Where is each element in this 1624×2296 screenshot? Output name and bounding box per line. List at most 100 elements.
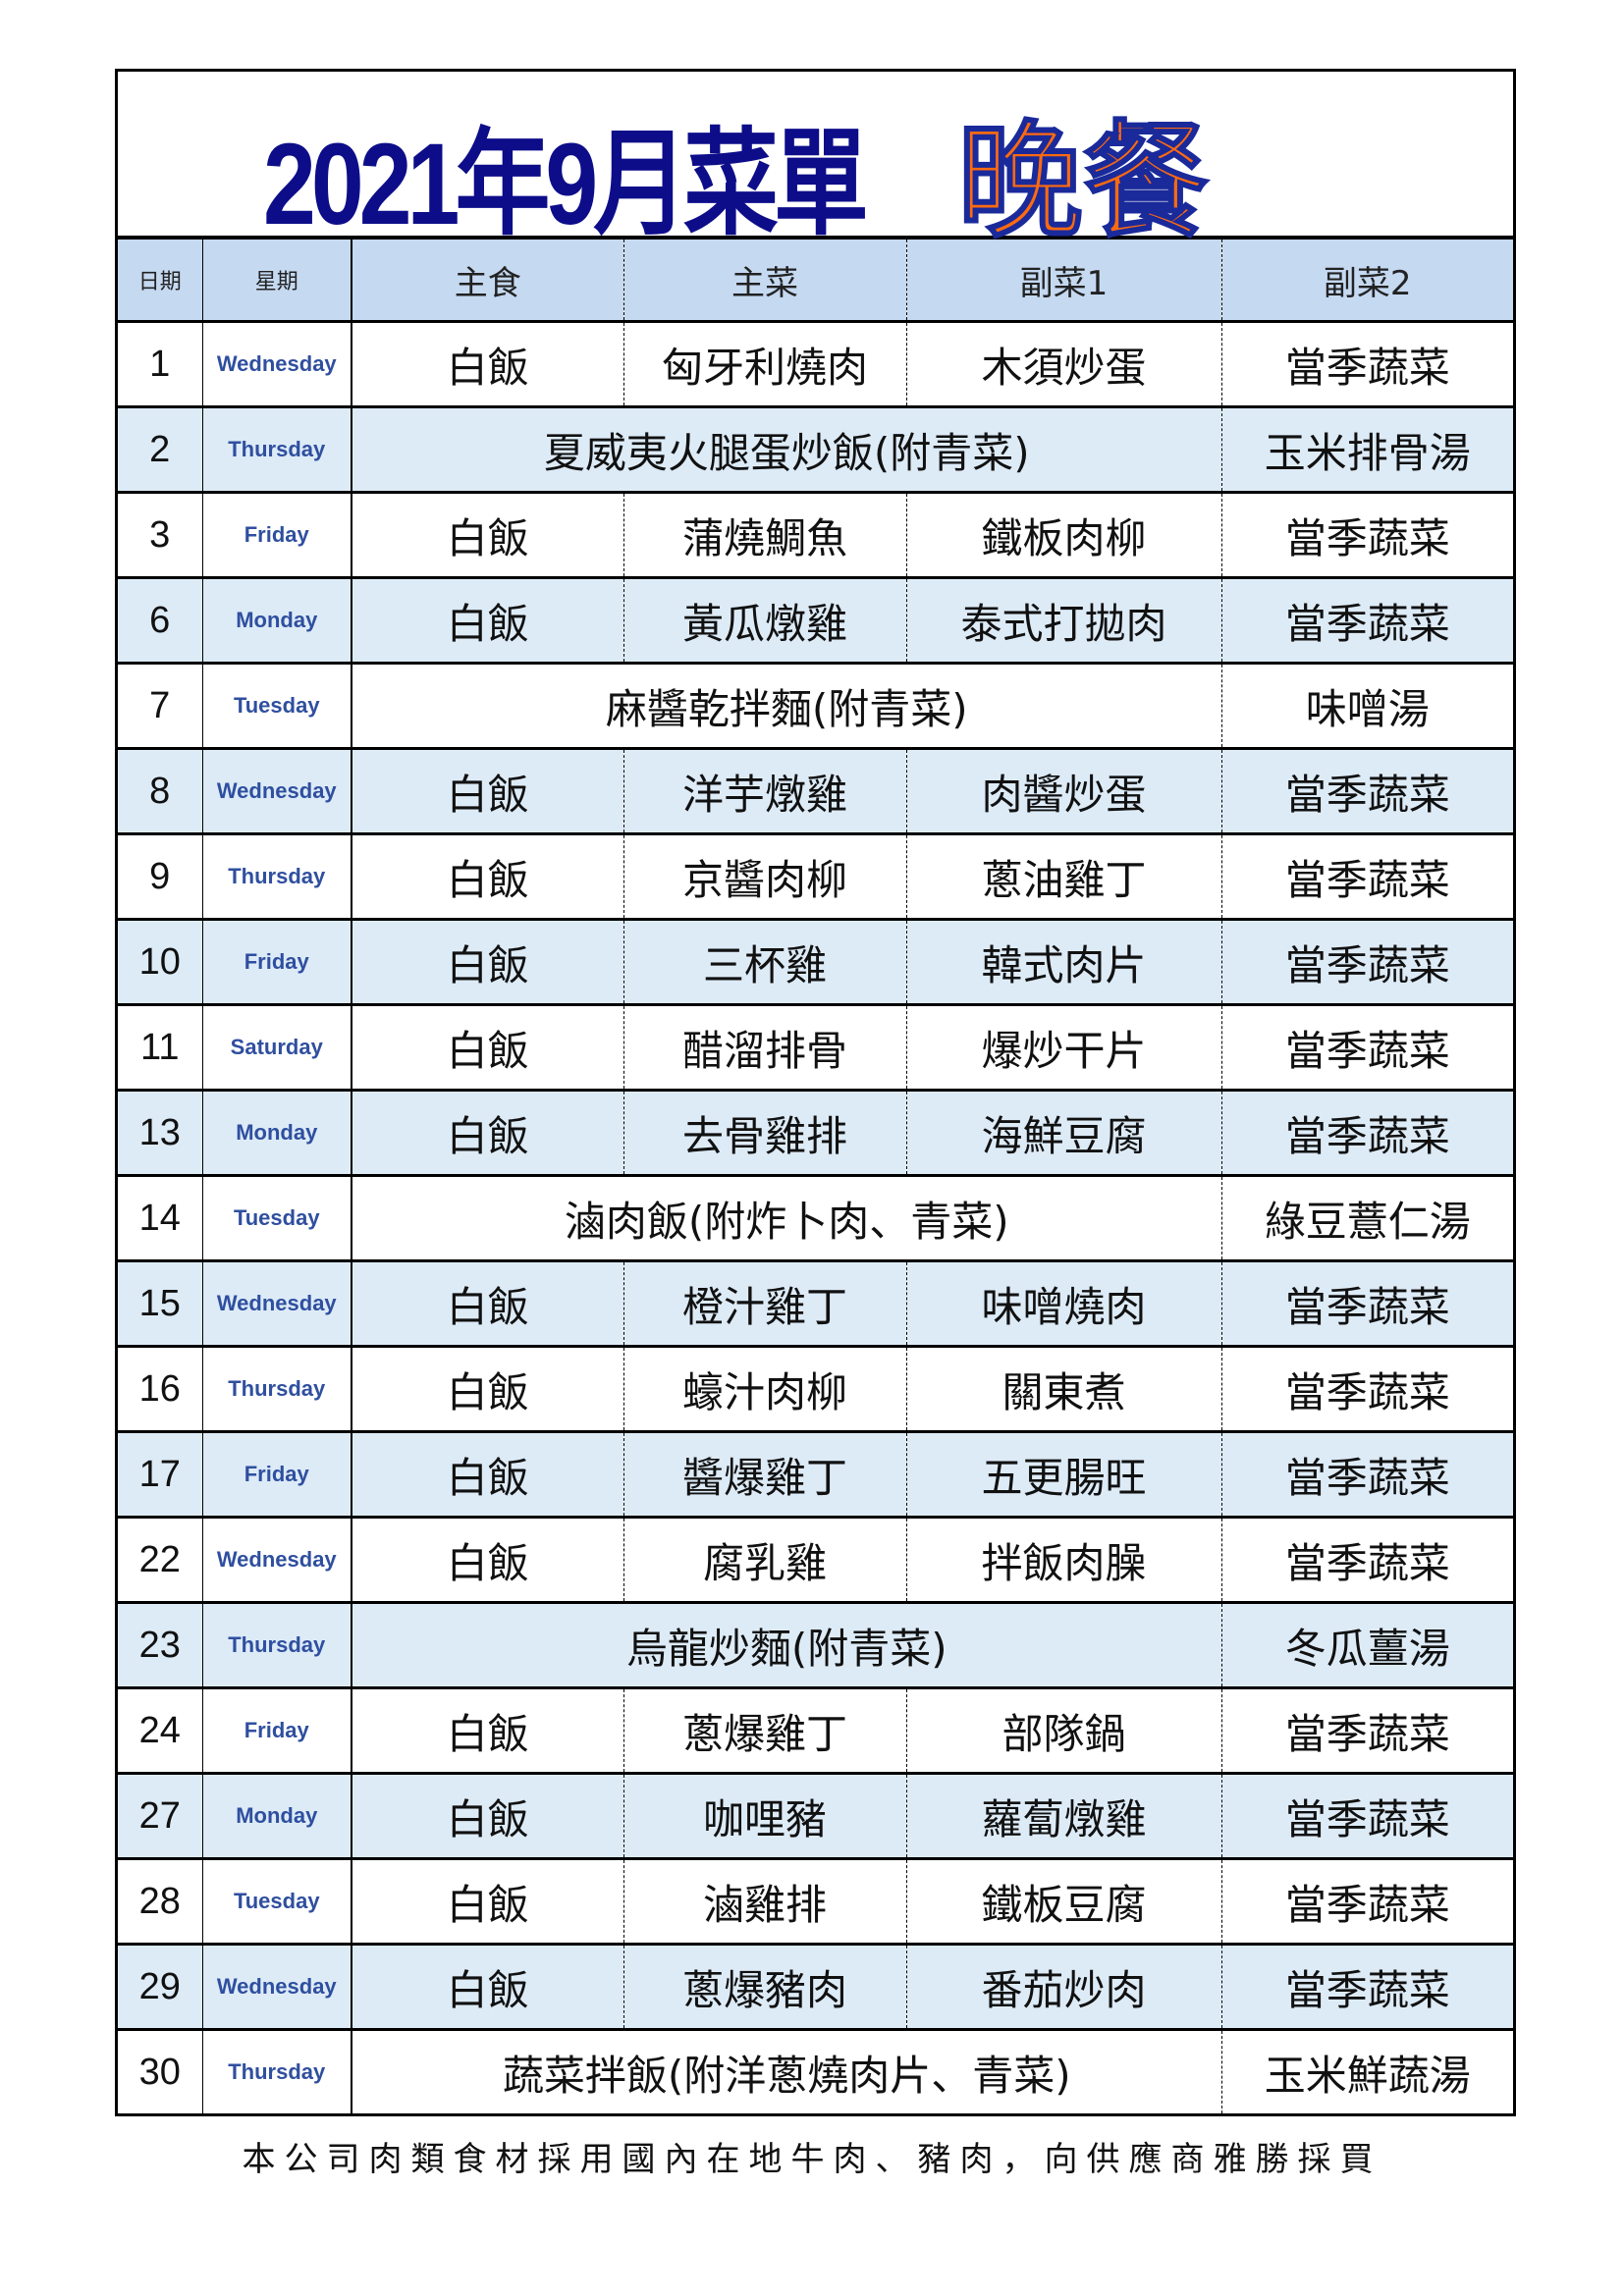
main-dish-cell: 橙汁雞丁	[623, 1259, 907, 1347]
side1-cell: 鐵板肉柳	[906, 491, 1222, 578]
menu-sheet: 2021年9月菜單 晚餐 日期 星期 主食 主菜 副菜1 副菜2 1 Wednes…	[115, 69, 1516, 2116]
side2-cell: 當季蔬菜	[1221, 576, 1513, 664]
staple-cell: 白飯	[352, 1003, 624, 1091]
side2-cell: 當季蔬菜	[1221, 491, 1513, 578]
side2-cell: 當季蔬菜	[1221, 918, 1513, 1005]
footer-note: 本公司肉類食材採用國內在地牛肉、豬肉，向供應商雅勝採買	[242, 2140, 1382, 2179]
side1-cell: 味噌燒肉	[906, 1259, 1222, 1347]
date-cell: 22	[118, 1516, 203, 1603]
main-dish-cell: 去骨雞排	[623, 1089, 907, 1176]
date-cell: 2	[118, 405, 203, 493]
side1-cell: 木須炒蛋	[906, 320, 1222, 407]
side2-cell: 當季蔬菜	[1221, 1857, 1513, 1945]
weekday-cell: Tuesday	[202, 1174, 352, 1261]
date-cell: 14	[118, 1174, 203, 1261]
date-cell: 3	[118, 491, 203, 578]
side2-cell: 當季蔬菜	[1221, 320, 1513, 407]
side2-cell: 當季蔬菜	[1221, 1259, 1513, 1347]
side2-cell: 綠豆薏仁湯	[1221, 1174, 1513, 1261]
combined-meal-cell: 滷肉飯(附炸卜肉、青菜)	[352, 1174, 1222, 1261]
side2-cell: 玉米排骨湯	[1221, 405, 1513, 493]
main-dish-cell: 京醬肉柳	[623, 832, 907, 920]
table-row: 3 Friday 白飯 蒲燒鯛魚 鐵板肉柳 當季蔬菜	[118, 491, 1513, 578]
weekday-cell: Saturday	[202, 1003, 352, 1091]
staple-cell: 白飯	[352, 832, 624, 920]
table-row: 7 Tuesday 麻醬乾拌麵(附青菜) 味噌湯	[118, 662, 1513, 749]
main-dish-cell: 蔥爆雞丁	[623, 1686, 907, 1774]
combined-meal-cell: 烏龍炒麵(附青菜)	[352, 1601, 1222, 1688]
weekday-cell: Thursday	[202, 405, 352, 493]
table-row: 1 Wednesday 白飯 匈牙利燒肉 木須炒蛋 當季蔬菜	[118, 320, 1513, 407]
side2-cell: 當季蔬菜	[1221, 1003, 1513, 1091]
side2-cell: 冬瓜薑湯	[1221, 1601, 1513, 1688]
side1-cell: 關東煮	[906, 1345, 1222, 1432]
side1-cell: 肉醬炒蛋	[906, 747, 1222, 834]
table-row: 6 Monday 白飯 黃瓜燉雞 泰式打拋肉 當季蔬菜	[118, 576, 1513, 664]
header-side2: 副菜2	[1221, 240, 1513, 322]
date-cell: 15	[118, 1259, 203, 1347]
weekday-cell: Monday	[202, 1772, 352, 1859]
side1-cell: 拌飯肉臊	[906, 1516, 1222, 1603]
table-row: 10 Friday 白飯 三杯雞 韓式肉片 當季蔬菜	[118, 918, 1513, 1005]
table-row: 13 Monday 白飯 去骨雞排 海鮮豆腐 當季蔬菜	[118, 1089, 1513, 1176]
header-side1: 副菜1	[906, 240, 1222, 322]
staple-cell: 白飯	[352, 1772, 624, 1859]
main-dish-cell: 洋芋燉雞	[623, 747, 907, 834]
main-dish-cell: 黃瓜燉雞	[623, 576, 907, 664]
header-staple: 主食	[352, 240, 624, 322]
main-dish-cell: 匈牙利燒肉	[623, 320, 907, 407]
date-cell: 23	[118, 1601, 203, 1688]
date-cell: 29	[118, 1943, 203, 2030]
side2-cell: 當季蔬菜	[1221, 832, 1513, 920]
side1-cell: 海鮮豆腐	[906, 1089, 1222, 1176]
table-row: 2 Thursday 夏威夷火腿蛋炒飯(附青菜) 玉米排骨湯	[118, 405, 1513, 493]
staple-cell: 白飯	[352, 1857, 624, 1945]
table-row: 24 Friday 白飯 蔥爆雞丁 部隊鍋 當季蔬菜	[118, 1686, 1513, 1774]
side1-cell: 韓式肉片	[906, 918, 1222, 1005]
table-row: 16 Thursday 白飯 蠔汁肉柳 關東煮 當季蔬菜	[118, 1345, 1513, 1432]
weekday-cell: Wednesday	[202, 1516, 352, 1603]
date-cell: 27	[118, 1772, 203, 1859]
date-cell: 17	[118, 1430, 203, 1518]
staple-cell: 白飯	[352, 491, 624, 578]
staple-cell: 白飯	[352, 320, 624, 407]
staple-cell: 白飯	[352, 918, 624, 1005]
side2-cell: 當季蔬菜	[1221, 1943, 1513, 2030]
side2-cell: 當季蔬菜	[1221, 1516, 1513, 1603]
staple-cell: 白飯	[352, 1943, 624, 2030]
weekday-cell: Wednesday	[202, 747, 352, 834]
header-main-dish: 主菜	[623, 240, 907, 322]
side1-cell: 蔥油雞丁	[906, 832, 1222, 920]
table-row: 11 Saturday 白飯 醋溜排骨 爆炒干片 當季蔬菜	[118, 1003, 1513, 1091]
main-dish-cell: 咖哩豬	[623, 1772, 907, 1859]
weekday-cell: Wednesday	[202, 1259, 352, 1347]
menu-table: 日期 星期 主食 主菜 副菜1 副菜2 1 Wednesday 白飯 匈牙利燒肉 木須炒…	[118, 240, 1513, 2113]
side1-cell: 泰式打拋肉	[906, 576, 1222, 664]
combined-meal-cell: 麻醬乾拌麵(附青菜)	[352, 662, 1222, 749]
staple-cell: 白飯	[352, 747, 624, 834]
menu-title: 2021年9月菜單	[263, 120, 869, 249]
main-dish-cell: 三杯雞	[623, 918, 907, 1005]
weekday-cell: Monday	[202, 576, 352, 664]
date-cell: 30	[118, 2028, 203, 2113]
combined-meal-cell: 蔬菜拌飯(附洋蔥燒肉片、青菜)	[352, 2028, 1222, 2113]
weekday-cell: Friday	[202, 918, 352, 1005]
meal-title: 晚餐	[956, 111, 1210, 253]
staple-cell: 白飯	[352, 1089, 624, 1176]
main-dish-cell: 蠔汁肉柳	[623, 1345, 907, 1432]
date-cell: 8	[118, 747, 203, 834]
weekday-cell: Wednesday	[202, 320, 352, 407]
table-row: 22 Wednesday 白飯 腐乳雞 拌飯肉臊 當季蔬菜	[118, 1516, 1513, 1603]
date-cell: 1	[118, 320, 203, 407]
table-row: 23 Thursday 烏龍炒麵(附青菜) 冬瓜薑湯	[118, 1601, 1513, 1688]
date-cell: 24	[118, 1686, 203, 1774]
table-row: 9 Thursday 白飯 京醬肉柳 蔥油雞丁 當季蔬菜	[118, 832, 1513, 920]
table-row: 15 Wednesday 白飯 橙汁雞丁 味噌燒肉 當季蔬菜	[118, 1259, 1513, 1347]
side2-cell: 當季蔬菜	[1221, 747, 1513, 834]
weekday-cell: Wednesday	[202, 1943, 352, 2030]
main-dish-cell: 腐乳雞	[623, 1516, 907, 1603]
main-dish-cell: 醋溜排骨	[623, 1003, 907, 1091]
staple-cell: 白飯	[352, 1516, 624, 1603]
staple-cell: 白飯	[352, 1430, 624, 1518]
weekday-cell: Friday	[202, 491, 352, 578]
